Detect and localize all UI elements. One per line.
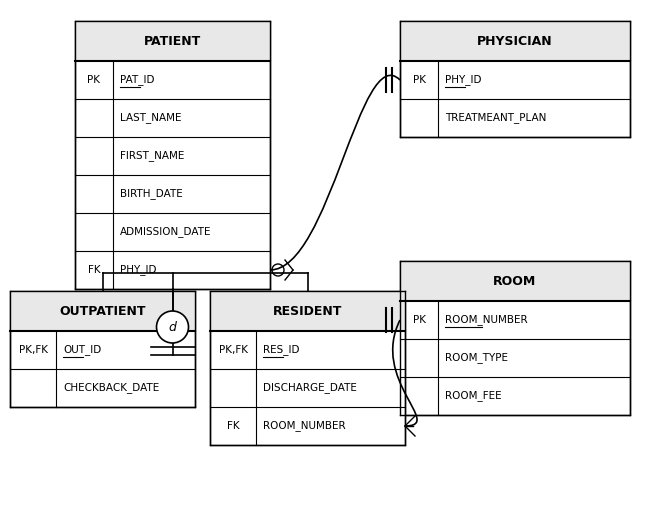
Circle shape [156,311,189,343]
Text: PHYSICIAN: PHYSICIAN [477,35,553,48]
Text: TREATMEANT_PLAN: TREATMEANT_PLAN [445,112,546,124]
Text: DISCHARGE_DATE: DISCHARGE_DATE [263,383,357,393]
Bar [400,21,630,137]
Text: d: d [169,320,176,334]
Bar [75,21,270,289]
Text: PATIENT: PATIENT [144,35,201,48]
Bar [210,291,405,331]
Text: PK,FK: PK,FK [18,345,48,355]
Text: ROOM_NUMBER: ROOM_NUMBER [263,421,346,431]
Bar [210,291,405,445]
Text: ROOM_FEE: ROOM_FEE [445,390,502,402]
Text: PK: PK [413,75,426,85]
Bar [10,291,195,407]
Text: BIRTH_DATE: BIRTH_DATE [120,189,183,199]
Bar [400,261,630,301]
Text: PHY_ID: PHY_ID [445,75,482,85]
Text: ROOM_TYPE: ROOM_TYPE [445,353,508,363]
Text: LAST_NAME: LAST_NAME [120,112,182,124]
Text: FK: FK [227,421,240,431]
Bar [10,291,195,331]
Text: PHY_ID: PHY_ID [120,265,156,275]
Bar [400,21,630,61]
Text: RESIDENT: RESIDENT [273,305,342,317]
Bar [400,261,630,415]
Text: PK: PK [87,75,100,85]
Text: ROOM: ROOM [493,274,536,288]
Text: OUTPATIENT: OUTPATIENT [59,305,146,317]
Text: PK: PK [413,315,426,325]
Text: ADMISSION_DATE: ADMISSION_DATE [120,226,212,238]
Text: OUT_ID: OUT_ID [63,344,102,356]
Text: RES_ID: RES_ID [263,344,299,356]
Text: PAT_ID: PAT_ID [120,75,154,85]
Text: ROOM_NUMBER: ROOM_NUMBER [445,315,527,326]
Text: PK,FK: PK,FK [219,345,247,355]
Text: FK: FK [88,265,100,275]
Bar [75,21,270,61]
Text: FIRST_NAME: FIRST_NAME [120,151,184,161]
Text: CHECKBACK_DATE: CHECKBACK_DATE [63,383,159,393]
